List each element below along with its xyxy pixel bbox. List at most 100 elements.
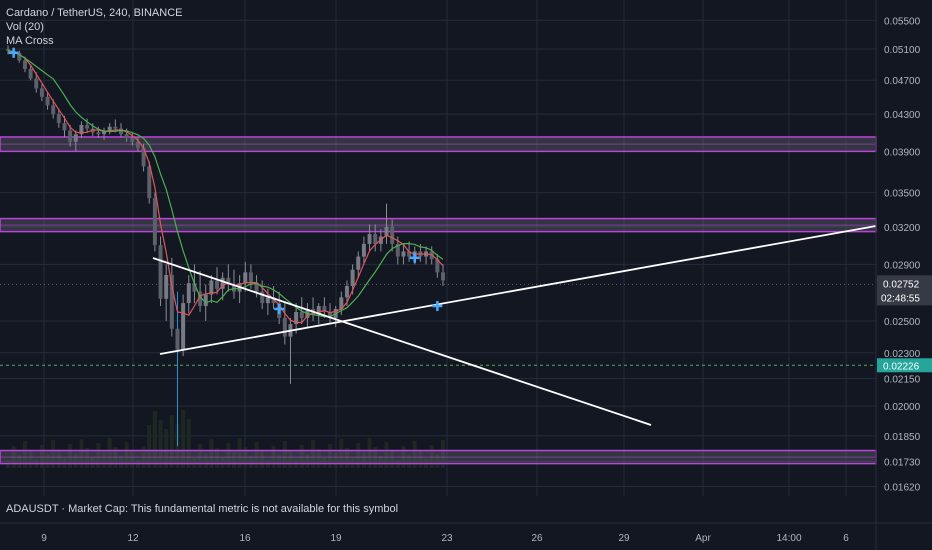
y-tick-label: 0.04700 [884,76,921,87]
y-tick-label: 0.02500 [884,317,921,328]
candle-body [339,297,344,309]
volume-bar [73,453,78,468]
candle-body [226,277,231,285]
y-tick-label: 0.05100 [884,45,921,56]
volume-bar [305,454,310,468]
candle-body [158,245,163,299]
candle-body [79,124,84,135]
candle-body [28,69,33,79]
price-axis[interactable]: 0.05500 0.05100 0.04700 0.04300 0.03900 0.035… [875,0,932,550]
candle-body [203,294,208,307]
volume-bar [328,444,333,468]
last-price-label: 0.02752 [883,279,920,290]
candle-body [356,256,361,270]
x-tick-label: Apr [695,533,711,544]
volume-bar [152,411,157,468]
volume-bar [118,456,123,468]
ma-cross-indicator-label[interactable]: MA Cross [6,35,54,47]
volume-bar [68,444,73,468]
candle-body [181,303,186,350]
volume-bar [441,440,445,468]
candle-body [68,130,73,142]
volume-bar [96,443,101,468]
candle-body [435,259,440,273]
candle-body [135,141,140,148]
volume-bar [39,445,44,468]
candle-body [254,283,259,292]
volume-bar [147,425,152,468]
ascending-trendline[interactable] [159,225,877,355]
volume-bar [361,452,366,468]
volume-bar [339,439,344,468]
volume-bar [90,457,95,468]
volume-bar [198,444,203,468]
candle-body [62,123,67,131]
resistance-zones[interactable] [0,136,877,465]
candle-body [215,280,220,289]
y-tick-label: 0.03500 [884,189,921,200]
candle-body [322,306,327,312]
trendlines[interactable] [152,225,877,426]
volume-bar [186,419,191,468]
volume-bar [418,450,423,468]
volume-bar [435,454,440,468]
volume-bar [203,453,208,468]
support-price-label: 0.02226 [883,361,920,372]
x-tick-label: 23 [441,533,453,544]
candle-body [390,226,395,244]
candle-body [209,280,214,295]
candle-body [85,124,90,129]
candle-body [220,277,225,289]
candle-body [45,96,50,106]
y-tick-label: 0.03200 [884,223,921,234]
y-tick-label: 0.01850 [884,432,921,443]
volume-bar [158,420,163,468]
candle-body [152,198,157,246]
x-tick-label: 16 [239,533,251,544]
volume-indicator-label[interactable]: Vol (20) [6,21,44,33]
candle-body [130,137,135,142]
volume-bar [181,410,186,468]
y-tick-label: 0.02150 [884,375,921,386]
candle-body [294,311,299,325]
candle-body [192,283,197,292]
volume-bar [429,445,434,468]
y-tick-label: 0.04300 [884,110,921,121]
volume-bar [22,441,27,468]
ma-cross-marker [274,303,285,314]
volume-bar [226,443,231,468]
candle-body [407,251,412,257]
volume-bar [384,442,389,468]
volume-bar [316,449,321,468]
time-axis[interactable]: 9 12 16 19 23 26 29 Apr 14:00 6 [0,522,932,544]
candle-body [17,52,22,61]
candle-body [22,60,27,70]
y-tick-label: 0.01620 [884,482,921,493]
chart-legend: Cardano / TetherUS, 240, BINANCE Vol (20… [6,6,183,48]
volume-bar [130,451,135,468]
volume-bar [45,454,50,468]
candle-body [384,226,389,237]
x-tick-label: 26 [531,533,543,544]
descending-trendline[interactable] [152,257,652,426]
candle-body [299,311,304,318]
candle-body [186,283,191,304]
volume-bar [412,441,417,468]
volume-bar [124,442,129,468]
symbol-title[interactable]: Cardano / TetherUS, 240, BINANCE [6,7,183,19]
volume-bar [282,441,287,468]
candle-body [113,126,118,129]
ma-cross-marker [8,47,19,58]
candle-body [260,291,265,304]
volume-bar [350,457,355,468]
volume-bar [85,448,90,468]
volume-bar [277,455,282,468]
candle-body [73,134,78,142]
ma-cross-marker [409,252,420,263]
candle-body [169,275,174,329]
x-tick-label: 29 [618,533,630,544]
y-tick-label: 0.03900 [884,147,921,158]
y-tick-label: 0.01730 [884,457,921,468]
support-price-label-bg [877,358,932,373]
